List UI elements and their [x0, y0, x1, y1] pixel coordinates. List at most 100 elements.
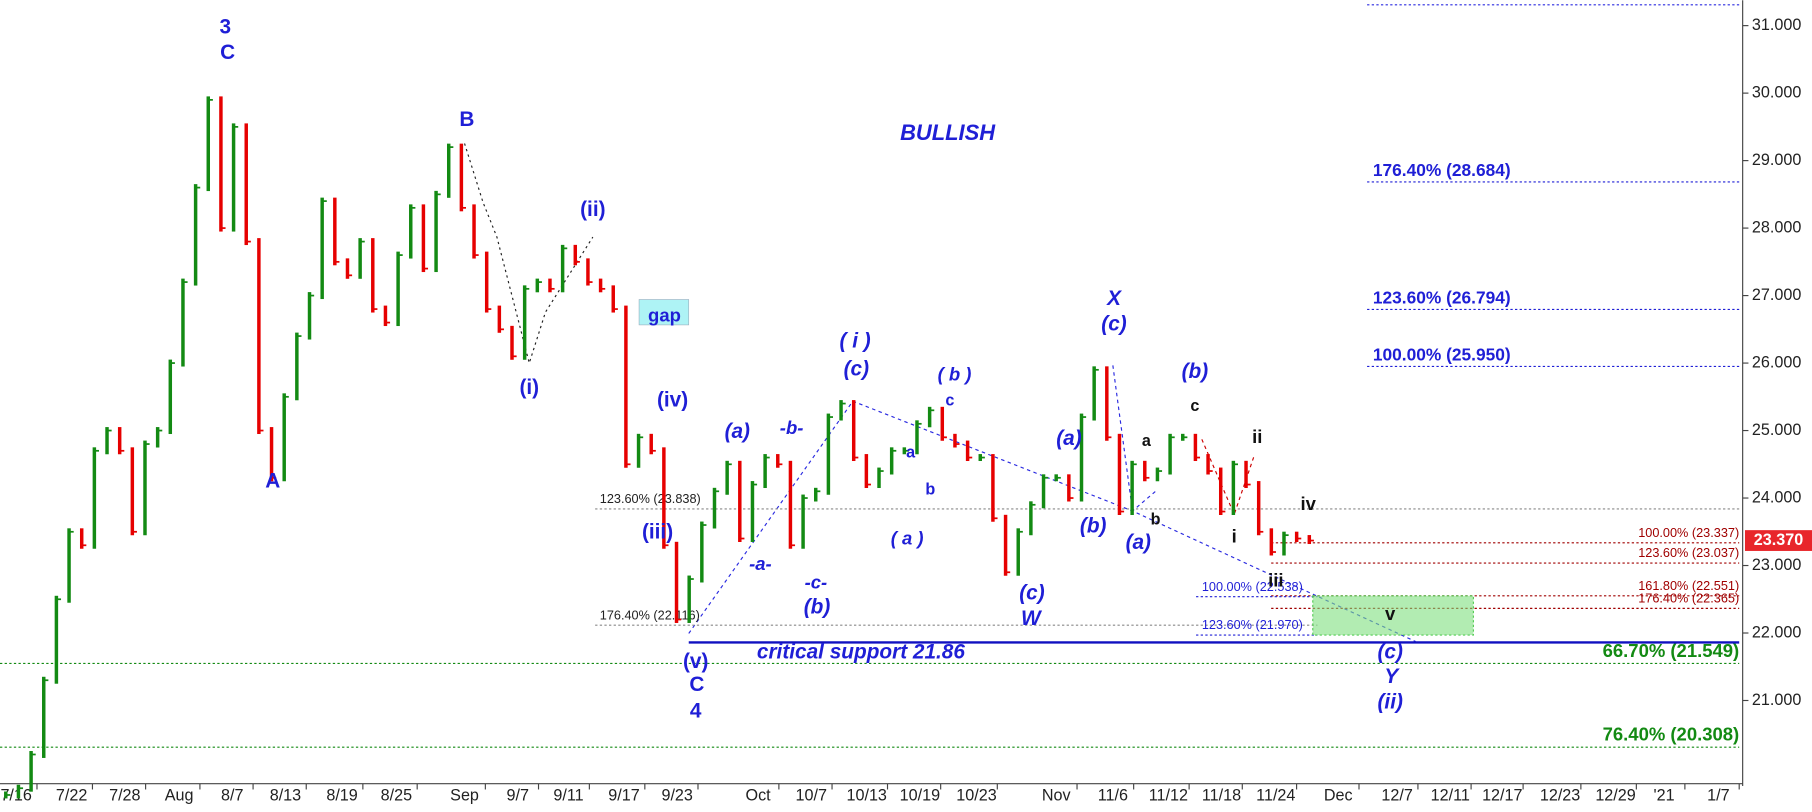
wave-label: (b) [804, 596, 831, 619]
wave-label: B [459, 108, 474, 131]
x-tick-label: 10/13 [846, 787, 886, 805]
x-tick-label: 10/7 [796, 787, 827, 805]
fib-label: 76.40% (20.308) [1603, 724, 1740, 745]
x-tick-label: Sep [450, 787, 479, 805]
wave-label: b [1151, 510, 1161, 528]
wave-label: c [1190, 397, 1199, 415]
price-bar [1130, 460, 1134, 515]
wave-label: c [945, 391, 954, 409]
price-bar [206, 96, 211, 192]
wave-label: (c) [1019, 582, 1044, 605]
y-tick-label: 27.000 [1752, 286, 1801, 304]
fib-label: 161.80% (22.551) [1638, 578, 1739, 593]
price-bar [383, 305, 388, 327]
price-bar [510, 325, 514, 360]
x-tick-label: 7/22 [56, 787, 87, 805]
price-bar [750, 481, 755, 542]
price-bar [598, 278, 603, 293]
price-bar [700, 521, 704, 583]
wave-label: ( i ) [840, 330, 871, 353]
price-bar [1181, 433, 1185, 441]
wave-label: (a) [725, 420, 750, 443]
price-bar [889, 447, 894, 475]
price-bar [345, 258, 350, 279]
price-bar [472, 204, 476, 259]
y-tick-label: 30.000 [1752, 83, 1801, 101]
price-bar [1117, 433, 1122, 515]
price-bar [79, 528, 84, 549]
wave-label: ( b ) [938, 364, 972, 385]
wave-label: i [1232, 525, 1237, 546]
fib-label: 66.70% (21.549) [1603, 640, 1740, 661]
price-bar [409, 204, 413, 259]
price-bar [193, 184, 198, 286]
x-tick-label: Nov [1042, 787, 1072, 805]
price-bar [92, 447, 97, 549]
wave-label: Y [1384, 665, 1400, 688]
x-tick-label: 1/7 [1707, 787, 1729, 805]
x-tick-label: 11/12 [1149, 787, 1188, 805]
price-bar [105, 427, 109, 455]
price-bar [877, 467, 881, 489]
price-bar [434, 190, 438, 273]
fib-label: 176.40% (22.116) [600, 607, 700, 622]
y-tick-label: 21.000 [1752, 691, 1801, 709]
price-bar [231, 123, 236, 232]
price-bar [320, 197, 324, 300]
price-bar [1282, 531, 1286, 556]
fib-label: 176.40% (22.365) [1638, 590, 1739, 605]
wave-label: (a) [1056, 427, 1081, 450]
price-bar [814, 487, 818, 502]
x-tick-label: 9/7 [506, 787, 528, 805]
x-tick-label: 11/6 [1098, 787, 1128, 805]
price-bar [649, 433, 653, 455]
price-bar [712, 487, 717, 529]
x-tick-label: 11/24 [1256, 787, 1295, 805]
price-bar [978, 454, 982, 462]
price-bar [965, 440, 970, 462]
price-bar [371, 238, 375, 313]
x-tick-label: Aug [165, 787, 194, 805]
y-tick-label: 24.000 [1752, 488, 1801, 506]
price-bar [307, 292, 312, 340]
price-bar [219, 96, 223, 232]
price-bar [636, 433, 641, 468]
price-bar [953, 433, 957, 448]
price-bar [130, 447, 135, 536]
price-bar [1206, 454, 1210, 475]
price-bar [851, 400, 856, 462]
price-bar [915, 420, 919, 455]
last-price-label: 23.370 [1754, 531, 1803, 549]
price-bar [586, 258, 590, 286]
price-bar [940, 406, 945, 441]
price-bar [725, 460, 729, 495]
price-bar [16, 784, 21, 799]
price-bar [497, 305, 502, 333]
wave-label: C [220, 41, 235, 64]
y-tick-label: 22.000 [1752, 623, 1801, 641]
price-bar [4, 791, 8, 799]
price-bar [1256, 481, 1261, 536]
wave-label: ( a ) [891, 528, 924, 549]
price-bar [282, 393, 286, 482]
price-bar [535, 278, 540, 293]
fib-label: 100.00% (22.538) [1202, 579, 1303, 594]
price-bar [611, 285, 615, 313]
price-bar [1307, 535, 1312, 545]
price-bar [1155, 467, 1160, 482]
price-bar [548, 278, 552, 293]
price-bar [358, 238, 362, 279]
fib-label: 123.60% (23.037) [1638, 545, 1739, 560]
fib-label: 123.60% (21.970) [1202, 617, 1303, 632]
wave-label: (b) [1182, 360, 1209, 383]
x-tick-label: 9/17 [608, 787, 639, 805]
price-bar [333, 197, 337, 266]
last-price-box [1744, 530, 1812, 551]
price-bar [1294, 531, 1299, 542]
price-bar [1092, 366, 1096, 421]
price-bar [776, 454, 780, 468]
x-tick-label: 12/23 [1540, 787, 1580, 805]
wave-label: (c) [1377, 641, 1402, 664]
price-bar [1003, 514, 1008, 576]
price-bar [788, 460, 793, 549]
